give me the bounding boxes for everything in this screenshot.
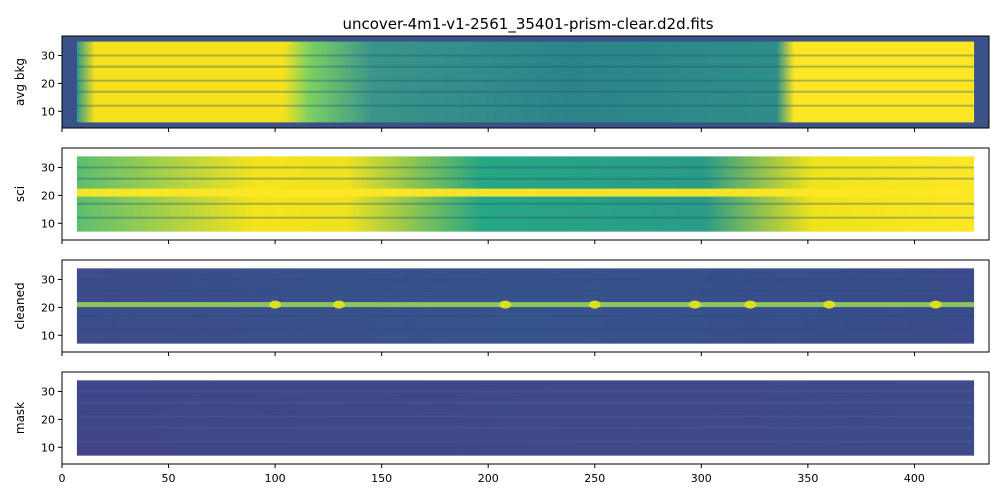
y-axis-label: sci — [13, 186, 27, 202]
image-row — [76, 415, 975, 418]
x-tick-label: 250 — [584, 472, 605, 485]
x-tick-label: 300 — [691, 472, 712, 485]
image-row — [76, 328, 975, 331]
x-tick-label: 100 — [265, 472, 286, 485]
trace-spot — [499, 300, 512, 309]
panel-3: cleaned 10 20 30 — [13, 259, 990, 356]
figure-title: uncover-4m1-v1-2561_35401-prism-clear.d2… — [342, 15, 713, 34]
y-tick-label: 30 — [41, 162, 55, 175]
image-row — [76, 302, 975, 308]
image-row — [76, 401, 975, 404]
image-row — [76, 104, 975, 107]
image-1 — [76, 41, 975, 123]
trace-spot — [269, 300, 282, 309]
y-tick-label: 20 — [41, 189, 55, 202]
y-tick-label: 30 — [41, 50, 55, 63]
image-4 — [76, 380, 975, 456]
image-row — [76, 278, 975, 281]
image-row — [76, 54, 975, 57]
x-tick-label: 350 — [797, 472, 818, 485]
image-row — [76, 202, 975, 205]
x-tick-label: 200 — [478, 472, 499, 485]
trace-spot — [333, 300, 346, 309]
image-row — [76, 166, 975, 169]
y-axis-label: avg bkg — [13, 58, 27, 106]
x-tick-label: 150 — [371, 472, 392, 485]
axes-frame — [61, 259, 990, 353]
trace-spot — [744, 300, 757, 309]
x-tick-label: 0 — [59, 472, 66, 485]
panel-2: sci 10 20 30 — [13, 147, 990, 244]
panel-1: avg bkg 10 20 30 — [13, 35, 990, 132]
y-tick-label: 10 — [41, 329, 55, 342]
image-row — [76, 216, 975, 219]
image-row — [76, 440, 975, 443]
x-tick-label: 400 — [904, 472, 925, 485]
image-row — [76, 426, 975, 429]
x-tick-label: 50 — [162, 472, 176, 485]
y-axis-label: mask — [13, 402, 27, 434]
image-row — [76, 90, 975, 93]
y-axis-label: cleaned — [13, 282, 27, 329]
y-tick-label: 30 — [41, 274, 55, 287]
axes-frame — [61, 147, 990, 241]
image-row — [76, 188, 975, 197]
y-tick-label: 20 — [41, 413, 55, 426]
y-tick-label: 20 — [41, 77, 55, 90]
image-row — [76, 390, 975, 393]
y-tick-label: 10 — [41, 105, 55, 118]
trace-spot — [688, 300, 701, 309]
trace-spot — [588, 300, 601, 309]
image-row — [76, 79, 975, 82]
image-row — [76, 177, 975, 180]
image-row — [76, 289, 975, 292]
trace-spot — [823, 300, 836, 309]
image-row — [76, 65, 975, 68]
y-tick-label: 10 — [41, 441, 55, 454]
axes-frame — [61, 35, 990, 129]
panels: avg bkg 10 20 30 sci 10 20 30 cleaned 10 20 30 mask 1… — [13, 35, 990, 485]
axes-frame — [61, 371, 990, 465]
trace-spot — [929, 300, 942, 309]
image-row — [76, 314, 975, 317]
y-tick-label: 10 — [41, 217, 55, 230]
y-tick-label: 20 — [41, 301, 55, 314]
y-tick-label: 30 — [41, 386, 55, 399]
